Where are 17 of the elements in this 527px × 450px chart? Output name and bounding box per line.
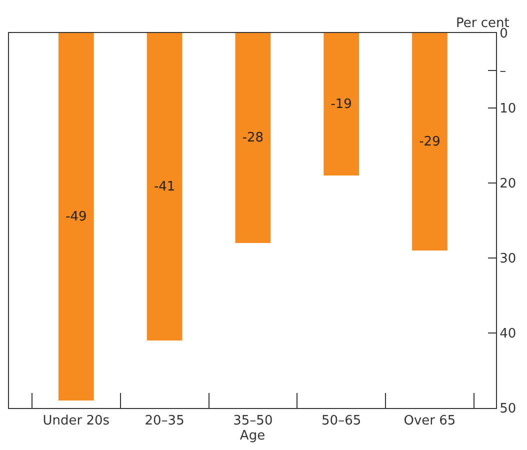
x-tick-label: 20–35 bbox=[144, 414, 184, 429]
y-tick-label: 10 bbox=[500, 102, 516, 117]
y-tick-label: – bbox=[500, 64, 506, 80]
x-tick-label: Under 20s bbox=[42, 414, 110, 429]
x-tick-label: 50–65 bbox=[322, 414, 362, 429]
y-tick-label: 20 bbox=[500, 176, 516, 192]
y-tick-label: 30 bbox=[500, 252, 516, 267]
x-axis-title: Age bbox=[240, 428, 266, 444]
data-label: -41 bbox=[154, 179, 176, 194]
data-label: -28 bbox=[242, 130, 264, 146]
x-tick-label: 35–50 bbox=[233, 414, 273, 429]
data-label: -49 bbox=[66, 209, 87, 224]
data-label: -29 bbox=[419, 134, 440, 150]
y-tick-label: 50 bbox=[500, 402, 516, 417]
y-tick-label: 40 bbox=[500, 326, 516, 342]
x-tick-label: Over 65 bbox=[404, 414, 456, 429]
data-label: -19 bbox=[330, 96, 352, 112]
